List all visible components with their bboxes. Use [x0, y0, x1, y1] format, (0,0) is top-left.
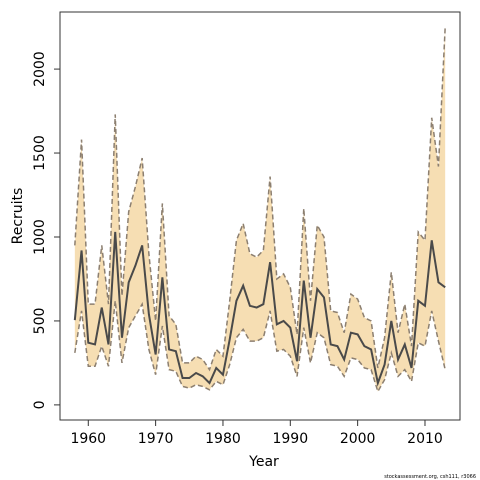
plot-frame [59, 11, 461, 421]
y-tick-label: 0 [32, 400, 48, 409]
y-tick-label: 1000 [32, 219, 48, 255]
confidence-band [74, 27, 446, 392]
x-tick-label: 1980 [205, 431, 241, 447]
y-tick-label: 1500 [32, 135, 48, 171]
x-tick-label: 2000 [340, 431, 376, 447]
y-axis-label: Recruits [10, 188, 26, 245]
lower-bound [74, 300, 446, 394]
x-tick-label: 2010 [407, 431, 443, 447]
estimate-line [73, 231, 446, 387]
x-axis-label: Year [248, 454, 279, 470]
y-tick-label: 500 [32, 308, 48, 335]
y-tick-label: 2000 [32, 51, 48, 87]
x-tick-label: 1960 [70, 431, 106, 447]
upper-bound [74, 27, 446, 372]
x-tick-label: 1970 [138, 431, 174, 447]
footnote: stockassessment.org, csh111, r3066 [384, 474, 476, 480]
x-tick-label: 1990 [272, 431, 308, 447]
